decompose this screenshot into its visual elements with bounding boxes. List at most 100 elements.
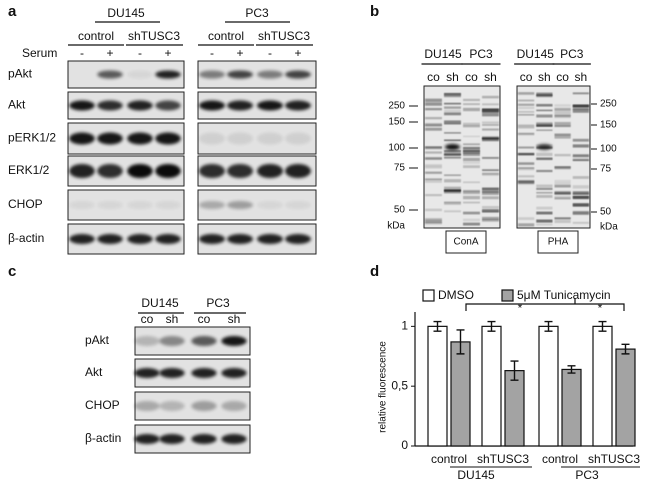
band <box>482 156 499 159</box>
band <box>159 401 185 411</box>
band <box>199 132 225 145</box>
cell-line: PC3 <box>245 6 269 20</box>
error-bar <box>567 365 576 374</box>
lectin-box <box>537 230 579 254</box>
band <box>482 187 499 191</box>
bar <box>450 341 471 447</box>
band <box>518 223 535 227</box>
lane-label: sh <box>166 312 179 326</box>
y-tick-label: 1 <box>401 319 408 333</box>
serum-sign: + <box>164 46 171 60</box>
band <box>227 70 253 79</box>
row-label: Akt <box>85 365 103 379</box>
legend-swatch <box>501 289 514 302</box>
band <box>444 201 461 205</box>
band <box>536 122 553 125</box>
band <box>482 190 499 193</box>
band <box>536 194 553 198</box>
band <box>572 192 589 195</box>
band <box>554 121 571 125</box>
annotation: * <box>518 301 523 315</box>
lane-label: sh <box>575 70 588 84</box>
band <box>518 162 535 165</box>
error-bar <box>544 320 553 332</box>
band <box>134 368 160 378</box>
band <box>463 152 480 156</box>
lectin: PHA <box>548 237 569 248</box>
band <box>537 144 552 150</box>
band <box>221 336 247 346</box>
band <box>444 179 461 183</box>
row-label: CHOP <box>8 197 43 211</box>
error-bar <box>598 320 607 332</box>
band <box>463 135 480 138</box>
band <box>425 151 442 154</box>
band <box>425 146 442 150</box>
band <box>554 115 571 117</box>
bracket <box>465 298 625 311</box>
band <box>572 138 589 142</box>
band <box>518 146 535 149</box>
lane-label: sh <box>446 70 459 84</box>
band <box>127 70 153 79</box>
band <box>572 92 589 95</box>
band <box>285 201 311 209</box>
marker: 75 <box>600 164 612 175</box>
lane-label: co <box>556 70 569 84</box>
row-label: β-actin <box>85 431 121 445</box>
band <box>482 169 499 172</box>
band <box>554 219 571 224</box>
band <box>482 121 499 124</box>
band <box>463 157 480 162</box>
band <box>127 234 153 244</box>
band <box>463 189 480 193</box>
marker: 100 <box>600 144 617 155</box>
band <box>444 95 461 98</box>
band <box>518 124 535 127</box>
serum-sign: - <box>80 46 84 60</box>
band <box>536 223 553 226</box>
condition: shTUSC3 <box>128 29 180 43</box>
band <box>159 368 185 378</box>
band <box>463 191 480 195</box>
band <box>572 203 589 207</box>
cell-line: DU145 <box>517 47 555 61</box>
band <box>554 109 571 112</box>
band <box>257 132 283 145</box>
lane-label: co <box>198 312 211 326</box>
group-label: DU145 <box>457 468 495 482</box>
band <box>69 234 95 244</box>
panel-label: b <box>370 3 379 20</box>
band <box>463 165 480 169</box>
row-label: β-actin <box>8 231 44 245</box>
band <box>97 201 123 209</box>
band <box>127 100 153 111</box>
lane-label: sh <box>538 70 551 84</box>
band <box>97 70 123 79</box>
band <box>155 234 181 244</box>
band <box>199 234 225 244</box>
band <box>425 208 442 212</box>
band <box>444 210 461 213</box>
row-label: pAkt <box>8 67 33 81</box>
bar <box>427 325 448 447</box>
lane-label: sh <box>228 312 241 326</box>
band <box>444 110 461 112</box>
legend-label: DMSO <box>438 288 474 302</box>
band <box>572 210 589 214</box>
marker: 50 <box>600 207 612 218</box>
band <box>554 217 571 219</box>
band <box>482 95 499 99</box>
band <box>127 132 153 145</box>
band <box>482 110 499 113</box>
band <box>518 92 535 96</box>
lane-label: co <box>141 312 154 326</box>
band <box>425 218 442 221</box>
cell-line: PC3 <box>469 47 493 61</box>
band <box>463 107 480 112</box>
band <box>425 219 442 224</box>
band <box>518 181 535 185</box>
band <box>482 218 499 222</box>
band <box>463 98 480 102</box>
bar <box>504 370 525 447</box>
